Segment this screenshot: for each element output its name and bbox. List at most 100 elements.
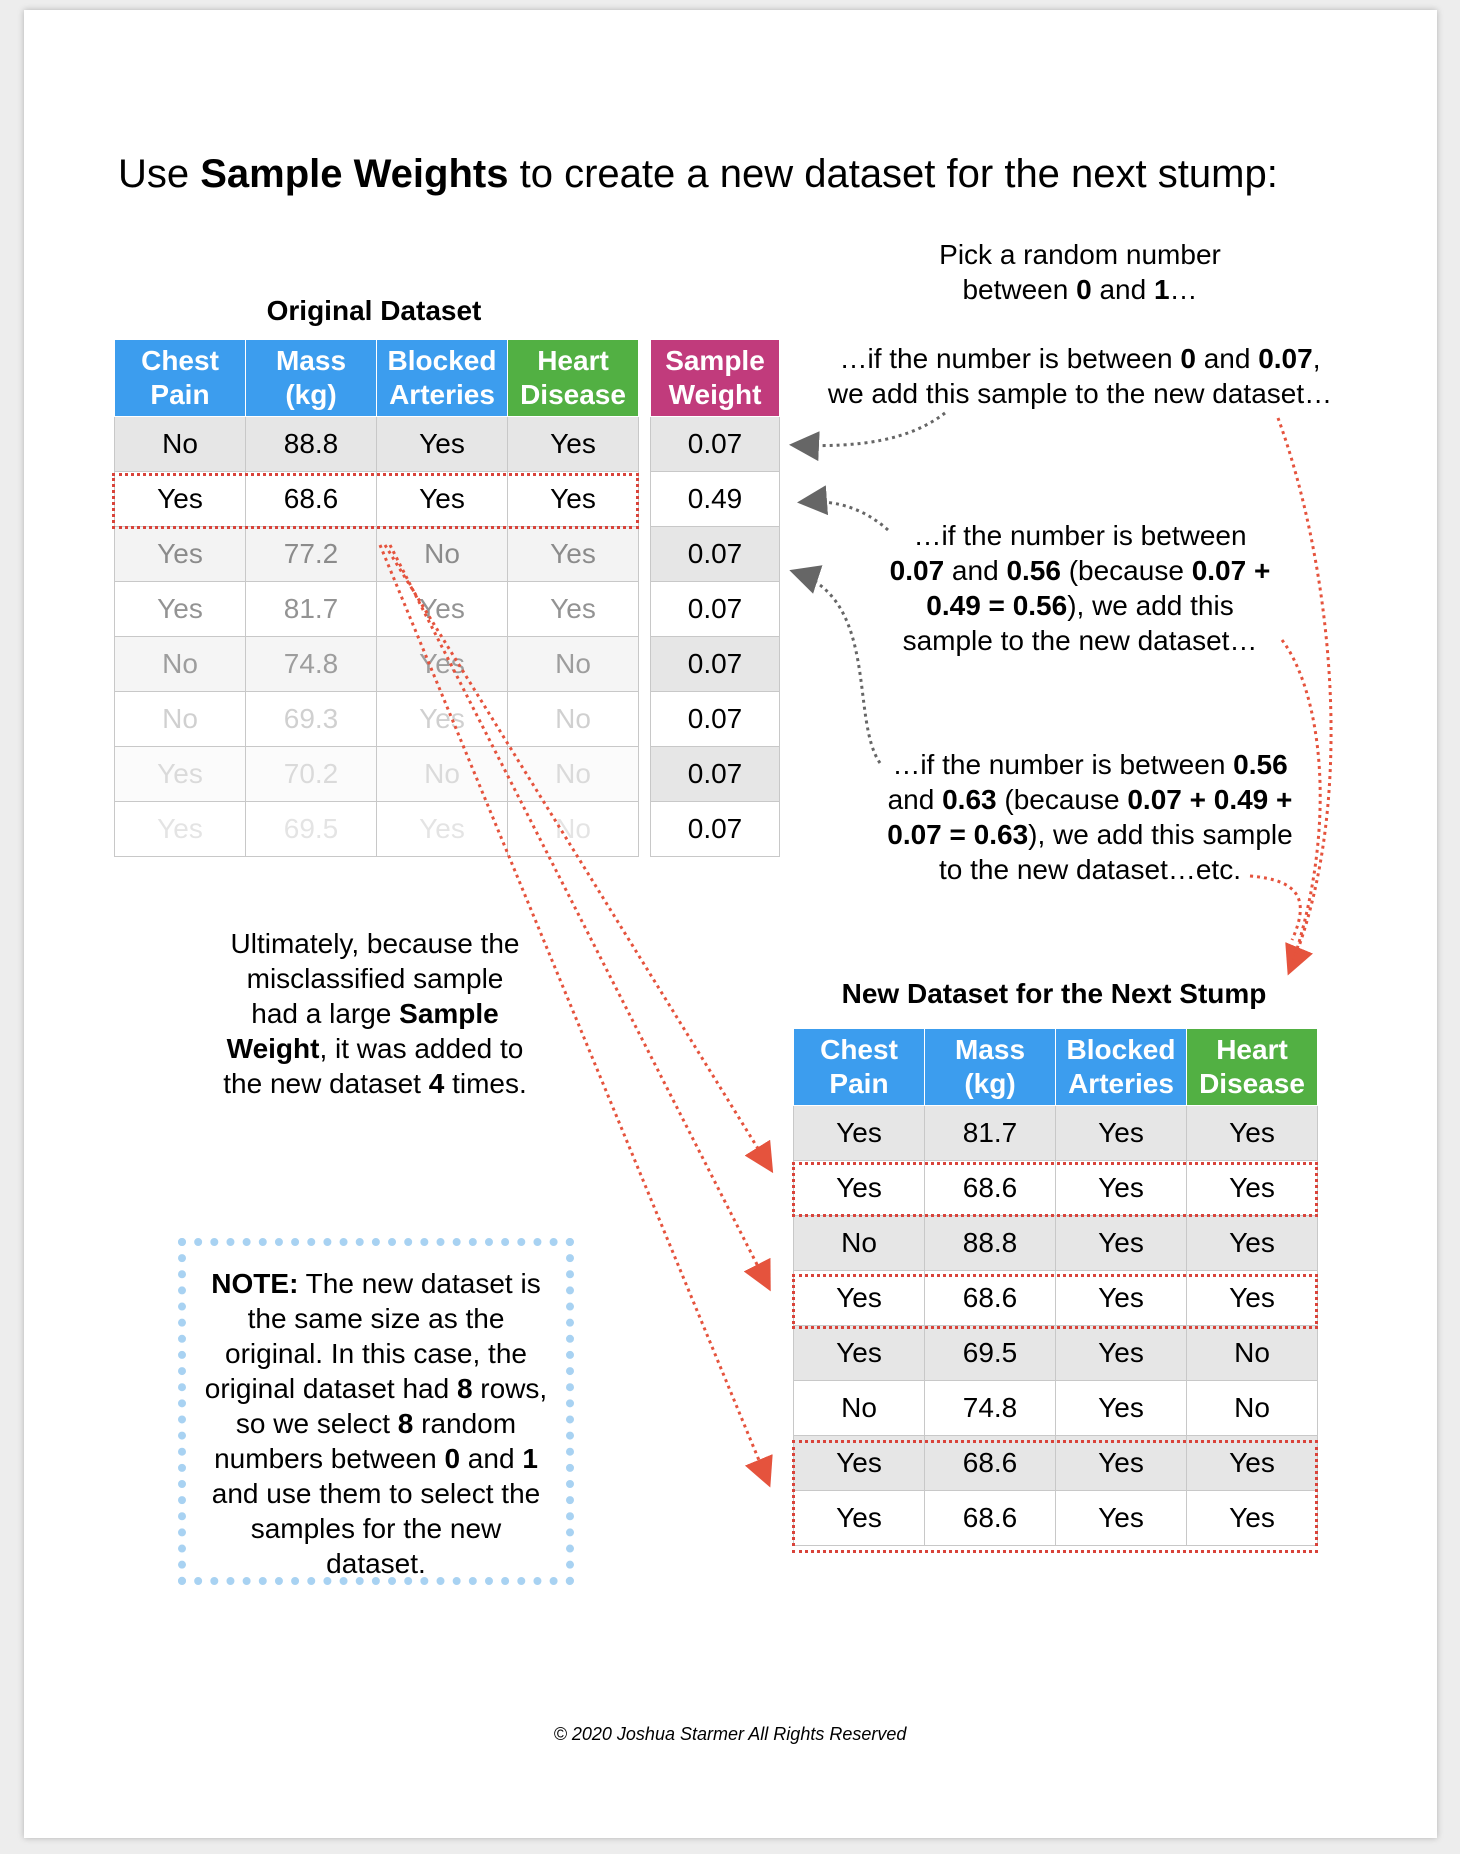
- new-data-cell: Yes: [793, 1160, 925, 1216]
- new-header-blocked-arteries: Blocked Arteries: [1055, 1028, 1187, 1106]
- new-header-mass: Mass (kg): [924, 1028, 1056, 1106]
- original-data-row: Yes 70.2 No No: [114, 746, 639, 802]
- new-data-cell: Yes: [1055, 1435, 1187, 1491]
- new-row-highlight-7-8: [792, 1440, 1318, 1553]
- gray-arrow-second: [797, 485, 889, 532]
- annotation-first-range: …if the number is between 0 and 0.07, we …: [827, 343, 1333, 409]
- new-header-heart-disease: Heart Disease: [1186, 1028, 1318, 1106]
- sample-weight-row: 0.07: [650, 746, 780, 802]
- original-data-cell: No: [376, 746, 508, 802]
- annotation-third-range: …if the number is between 0.56 and 0.63 …: [887, 749, 1293, 885]
- new-data-cell: 68.6: [924, 1490, 1056, 1546]
- original-data-cell: No: [114, 416, 246, 472]
- new-data-row: No 74.8 Yes No: [793, 1380, 1318, 1436]
- new-data-cell: Yes: [793, 1435, 925, 1491]
- new-data-cell: 88.8: [924, 1215, 1056, 1271]
- original-data-cell: Yes: [114, 471, 246, 527]
- original-data-cell: 77.2: [245, 526, 377, 582]
- original-data-cell: No: [507, 691, 639, 747]
- gray-arrow-first: [789, 411, 946, 462]
- new-data-cell: Yes: [1186, 1105, 1318, 1161]
- original-data-cell: 68.6: [245, 471, 377, 527]
- note-box: NOTE: The new dataset is the same size a…: [178, 1238, 574, 1585]
- red-arrow-right-mid: [1280, 639, 1322, 966]
- new-data-cell: Yes: [1055, 1490, 1187, 1546]
- new-data-cell: Yes: [1055, 1215, 1187, 1271]
- new-row-highlight-4: [792, 1274, 1318, 1329]
- original-data-cell: Yes: [507, 471, 639, 527]
- new-data-cell: Yes: [793, 1490, 925, 1546]
- new-data-cell: Yes: [1055, 1105, 1187, 1161]
- new-data-cell: 81.7: [924, 1105, 1056, 1161]
- sample-weight-row: 0.07: [650, 636, 780, 692]
- original-data-cell: Yes: [376, 471, 508, 527]
- original-data-cell: Yes: [507, 526, 639, 582]
- copyright-footer: © 2020 Joshua Starmer All Rights Reserve…: [553, 1724, 907, 1744]
- sample-weight-cell: 0.49: [650, 471, 780, 527]
- original-data-cell: No: [507, 636, 639, 692]
- header-heart-disease: Heart Disease: [507, 339, 639, 417]
- new-data-cell: 69.5: [924, 1325, 1056, 1381]
- original-data-cell: 69.3: [245, 691, 377, 747]
- sample-weight-cell: 0.07: [650, 581, 780, 637]
- sample-weight-cell: 0.07: [650, 636, 780, 692]
- sample-weight-row: 0.49: [650, 471, 780, 527]
- header-chest-pain: Chest Pain: [114, 339, 246, 417]
- new-data-cell: Yes: [793, 1270, 925, 1326]
- new-data-cell: 68.6: [924, 1270, 1056, 1326]
- red-arrow-right-short: [1249, 874, 1302, 941]
- red-arrow-to-row-2: [383, 544, 774, 1174]
- header-blocked-arteries: Blocked Arteries: [376, 339, 508, 417]
- new-data-row: Yes 69.5 Yes No: [793, 1325, 1318, 1381]
- red-arrow-to-row-4: [388, 544, 771, 1292]
- sample-weight-cell: 0.07: [650, 691, 780, 747]
- original-data-cell: No: [507, 746, 639, 802]
- original-dataset-table: Chest Pain Mass (kg) Blocked Arteries Heart…: [114, 339, 639, 857]
- sample-weight-row: 0.07: [650, 581, 780, 637]
- new-data-cell: No: [793, 1380, 925, 1436]
- new-data-cell: 68.6: [924, 1435, 1056, 1491]
- new-data-cell: Yes: [1055, 1160, 1187, 1216]
- new-data-cell: No: [1186, 1380, 1318, 1436]
- original-data-row: Yes 68.6 Yes Yes: [114, 471, 639, 527]
- new-data-cell: Yes: [1055, 1325, 1187, 1381]
- new-data-row: Yes 81.7 Yes Yes: [793, 1105, 1318, 1161]
- original-data-cell: 81.7: [245, 581, 377, 637]
- new-header-chest-pain: Chest Pain: [793, 1028, 925, 1106]
- original-data-cell: Yes: [114, 526, 246, 582]
- new-data-cell: Yes: [1055, 1270, 1187, 1326]
- sample-weight-row: 0.07: [650, 691, 780, 747]
- ultimately-explanation: Ultimately, because the misclassified sa…: [223, 928, 527, 1099]
- original-data-cell: Yes: [114, 801, 246, 857]
- new-data-cell: No: [793, 1215, 925, 1271]
- original-data-cell: No: [114, 691, 246, 747]
- sample-weight-row: 0.07: [650, 801, 780, 857]
- new-row-highlight-2: [792, 1162, 1318, 1217]
- original-data-cell: Yes: [114, 581, 246, 637]
- new-data-row: Yes 68.6 Yes Yes: [793, 1490, 1318, 1546]
- original-data-row: Yes 77.2 No Yes: [114, 526, 639, 582]
- original-data-cell: Yes: [114, 746, 246, 802]
- sample-weight-cell: 0.07: [650, 746, 780, 802]
- new-dataset-table: Chest Pain Mass (kg) Blocked Arteries Heart…: [793, 1028, 1318, 1546]
- pick-random-number-text: Pick a random number between 0 and 1…: [939, 239, 1221, 305]
- red-arrow-to-row-7: [378, 544, 773, 1488]
- original-data-row: Yes 69.5 Yes No: [114, 801, 639, 857]
- new-data-cell: 74.8: [924, 1380, 1056, 1436]
- header-mass: Mass (kg): [245, 339, 377, 417]
- original-data-cell: Yes: [376, 416, 508, 472]
- sample-weight-row: 0.07: [650, 416, 780, 472]
- original-data-cell: 88.8: [245, 416, 377, 472]
- original-data-cell: No: [114, 636, 246, 692]
- sample-weight-cell: 0.07: [650, 801, 780, 857]
- new-data-cell: Yes: [1186, 1490, 1318, 1546]
- original-data-cell: Yes: [507, 581, 639, 637]
- new-data-row: Yes 68.6 Yes Yes: [793, 1270, 1318, 1326]
- new-data-cell: Yes: [1186, 1435, 1318, 1491]
- original-dataset-caption: Original Dataset: [266, 295, 482, 326]
- page-title: Use Sample Weights to create a new datas…: [118, 152, 1278, 196]
- new-dataset-caption: New Dataset for the Next Stump: [841, 978, 1267, 1009]
- original-data-row: No 69.3 Yes No: [114, 691, 639, 747]
- red-arrow-right-long: [1276, 417, 1333, 976]
